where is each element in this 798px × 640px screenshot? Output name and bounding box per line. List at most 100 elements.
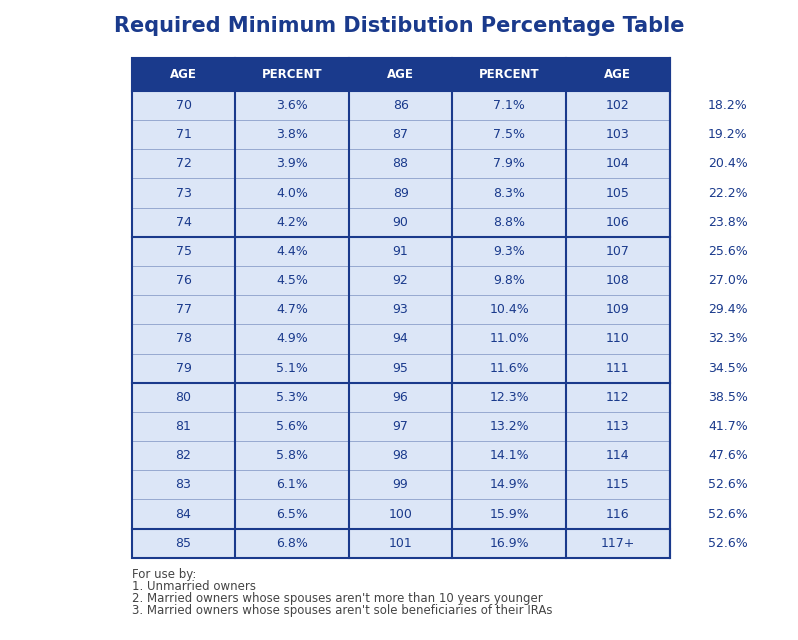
Text: PERCENT: PERCENT <box>697 68 758 81</box>
Text: 88: 88 <box>393 157 409 170</box>
Text: 72: 72 <box>176 157 192 170</box>
Text: 105: 105 <box>606 186 630 200</box>
Text: 81: 81 <box>176 420 192 433</box>
Text: 22.2%: 22.2% <box>708 186 748 200</box>
Text: PERCENT: PERCENT <box>262 68 322 81</box>
Text: 20.4%: 20.4% <box>708 157 748 170</box>
Text: 12.3%: 12.3% <box>489 391 529 404</box>
Text: 113: 113 <box>606 420 630 433</box>
Text: 3.8%: 3.8% <box>276 128 308 141</box>
Text: 5.6%: 5.6% <box>276 420 308 433</box>
Text: 47.6%: 47.6% <box>708 449 748 462</box>
Text: 9.8%: 9.8% <box>493 274 525 287</box>
Text: 8.3%: 8.3% <box>493 186 525 200</box>
Text: 75: 75 <box>176 245 192 258</box>
Text: For use by:: For use by: <box>132 568 196 581</box>
Text: 74: 74 <box>176 216 192 228</box>
Bar <box>132 353 670 383</box>
Text: 4.2%: 4.2% <box>276 216 308 228</box>
Text: 93: 93 <box>393 303 409 316</box>
Text: 4.0%: 4.0% <box>276 186 308 200</box>
Text: 11.6%: 11.6% <box>489 362 529 374</box>
Bar <box>132 295 670 324</box>
Text: 8.8%: 8.8% <box>493 216 525 228</box>
Text: 87: 87 <box>393 128 409 141</box>
Bar <box>132 383 670 412</box>
Text: 104: 104 <box>606 157 630 170</box>
Text: 4.5%: 4.5% <box>276 274 308 287</box>
Text: 19.2%: 19.2% <box>708 128 748 141</box>
Text: 4.7%: 4.7% <box>276 303 308 316</box>
Text: 7.5%: 7.5% <box>493 128 525 141</box>
Text: 71: 71 <box>176 128 192 141</box>
Text: 103: 103 <box>606 128 630 141</box>
Text: 84: 84 <box>176 508 192 520</box>
Text: 6.1%: 6.1% <box>276 478 308 492</box>
Text: 5.8%: 5.8% <box>276 449 308 462</box>
Text: 94: 94 <box>393 332 409 346</box>
Text: 77: 77 <box>176 303 192 316</box>
Text: 2. Married owners whose spouses aren't more than 10 years younger: 2. Married owners whose spouses aren't m… <box>132 592 543 605</box>
Text: 82: 82 <box>176 449 192 462</box>
Bar <box>132 324 670 353</box>
Text: 107: 107 <box>606 245 630 258</box>
Text: 95: 95 <box>393 362 409 374</box>
Text: 15.9%: 15.9% <box>489 508 529 520</box>
Text: 5.3%: 5.3% <box>276 391 308 404</box>
Text: 3.9%: 3.9% <box>276 157 308 170</box>
Text: 52.6%: 52.6% <box>708 478 748 492</box>
Text: 80: 80 <box>176 391 192 404</box>
Text: 13.2%: 13.2% <box>489 420 529 433</box>
Text: 4.4%: 4.4% <box>276 245 308 258</box>
Text: 92: 92 <box>393 274 409 287</box>
Text: 89: 89 <box>393 186 409 200</box>
Text: 78: 78 <box>176 332 192 346</box>
Text: 14.1%: 14.1% <box>489 449 529 462</box>
Text: 99: 99 <box>393 478 409 492</box>
Text: 7.1%: 7.1% <box>493 99 525 112</box>
Text: 110: 110 <box>606 332 630 346</box>
Text: 25.6%: 25.6% <box>708 245 748 258</box>
Text: 41.7%: 41.7% <box>708 420 748 433</box>
Text: 1. Unmarried owners: 1. Unmarried owners <box>132 580 255 593</box>
Text: AGE: AGE <box>170 68 197 81</box>
Text: 90: 90 <box>393 216 409 228</box>
Bar <box>132 179 670 207</box>
Bar <box>132 149 670 179</box>
Text: 3.6%: 3.6% <box>276 99 308 112</box>
Bar <box>132 91 670 120</box>
Text: 116: 116 <box>606 508 630 520</box>
Text: 34.5%: 34.5% <box>708 362 748 374</box>
Text: 9.3%: 9.3% <box>493 245 525 258</box>
Text: 5.1%: 5.1% <box>276 362 308 374</box>
Text: 79: 79 <box>176 362 192 374</box>
Bar <box>132 441 670 470</box>
Text: 114: 114 <box>606 449 630 462</box>
Text: 52.6%: 52.6% <box>708 508 748 520</box>
Text: 4.9%: 4.9% <box>276 332 308 346</box>
Bar <box>132 237 670 266</box>
Text: 3. Married owners whose spouses aren't sole beneficiaries of their IRAs: 3. Married owners whose spouses aren't s… <box>132 604 552 617</box>
Text: 109: 109 <box>606 303 630 316</box>
Text: 100: 100 <box>389 508 413 520</box>
Bar <box>132 58 670 558</box>
Text: 18.2%: 18.2% <box>708 99 748 112</box>
Bar <box>132 412 670 441</box>
Text: 11.0%: 11.0% <box>489 332 529 346</box>
Text: 38.5%: 38.5% <box>708 391 748 404</box>
Text: 115: 115 <box>606 478 630 492</box>
Text: 6.5%: 6.5% <box>276 508 308 520</box>
Bar <box>132 529 670 558</box>
Text: Required Minimum Distibution Percentage Table: Required Minimum Distibution Percentage … <box>114 15 684 36</box>
Text: 97: 97 <box>393 420 409 433</box>
Text: AGE: AGE <box>387 68 414 81</box>
Text: 14.9%: 14.9% <box>489 478 529 492</box>
Text: PERCENT: PERCENT <box>479 68 539 81</box>
Bar <box>132 266 670 295</box>
Text: 32.3%: 32.3% <box>708 332 748 346</box>
Text: 16.9%: 16.9% <box>489 537 529 550</box>
Bar <box>132 58 670 91</box>
Text: 102: 102 <box>606 99 630 112</box>
Text: 73: 73 <box>176 186 192 200</box>
Text: 106: 106 <box>606 216 630 228</box>
